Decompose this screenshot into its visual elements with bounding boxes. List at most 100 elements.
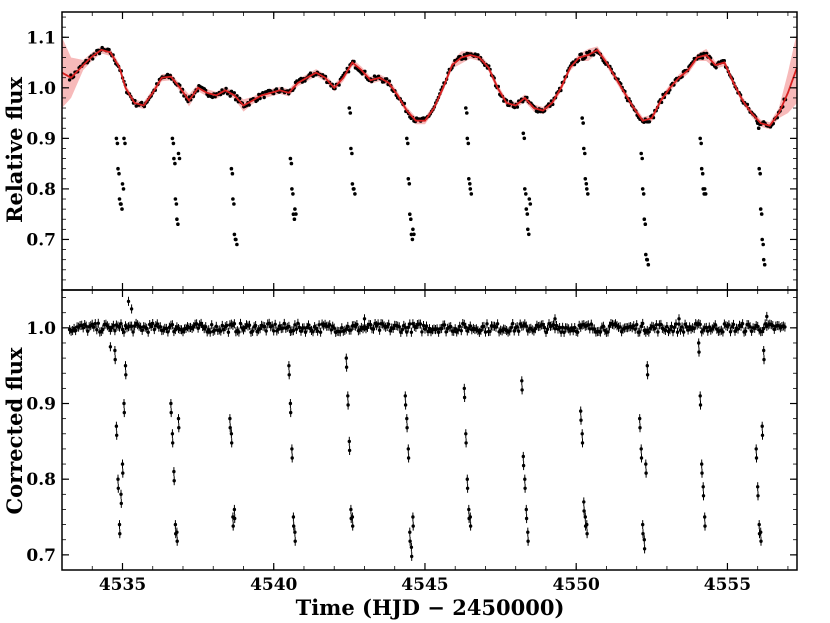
data-point <box>73 328 78 333</box>
eclipse-point <box>469 192 474 196</box>
eclipse-point <box>405 426 409 430</box>
eclipse-point <box>762 262 767 267</box>
data-point <box>467 326 471 331</box>
data-point <box>598 330 603 334</box>
data-point <box>344 327 348 331</box>
eclipse-point <box>524 507 528 512</box>
eclipse-point <box>234 237 238 242</box>
data-point <box>81 326 85 330</box>
eclipse-point <box>699 166 704 171</box>
eclipse-point <box>176 416 181 421</box>
data-point <box>444 330 448 334</box>
data-point <box>107 47 111 52</box>
eclipse-point <box>228 416 232 421</box>
data-point <box>67 78 72 82</box>
data-point <box>166 330 170 334</box>
data-point <box>409 330 414 334</box>
data-point <box>424 324 429 328</box>
bottom-y-ticks: 0.7 0.8 0.9 1.0 <box>26 297 797 571</box>
eclipse-point <box>406 141 410 146</box>
eclipse-point <box>644 462 648 466</box>
eclipse-point <box>761 257 766 262</box>
eclipse-point <box>702 187 707 191</box>
data-point <box>592 327 596 331</box>
data-point <box>250 329 255 333</box>
eclipse-point <box>293 207 297 211</box>
outlier-point <box>553 317 557 321</box>
data-point <box>122 330 126 334</box>
data-point <box>418 322 423 326</box>
data-point <box>606 330 610 334</box>
data-point <box>261 91 265 95</box>
data-point <box>262 95 266 100</box>
eclipse-point <box>122 401 126 406</box>
bottom-x-ticks: 4535 4540 4545 4550 4555 <box>91 290 789 595</box>
eclipse-point <box>171 441 175 445</box>
x-tick-label: 4555 <box>704 575 751 595</box>
data-point <box>426 329 430 334</box>
data-point <box>278 324 282 328</box>
eclipse-point <box>524 516 529 521</box>
outlier-point <box>677 317 681 321</box>
eclipse-point <box>287 364 291 368</box>
data-point <box>681 330 686 334</box>
eclipse-point <box>349 146 353 151</box>
data-point <box>86 329 90 333</box>
data-point <box>508 329 512 333</box>
eclipse-point <box>697 350 701 354</box>
eclipse-point <box>645 364 649 368</box>
eclipse-point <box>582 509 586 513</box>
eclipse-point <box>758 207 763 211</box>
data-point <box>684 325 689 329</box>
data-point <box>515 105 520 109</box>
eclipse-point <box>176 222 180 226</box>
data-point <box>299 329 303 333</box>
eclipse-point <box>169 401 173 406</box>
eclipse-point <box>289 161 294 166</box>
data-point <box>120 327 125 332</box>
data-point <box>199 321 203 326</box>
data-point <box>329 328 333 332</box>
eclipse-point <box>122 410 127 415</box>
data-point <box>281 326 285 330</box>
eclipse-point <box>174 202 179 206</box>
data-point <box>638 330 642 334</box>
data-point <box>442 323 447 327</box>
data-point <box>247 323 252 327</box>
eclipse-point <box>642 217 647 221</box>
eclipse-point <box>290 187 294 191</box>
data-point <box>421 323 426 328</box>
data-point <box>400 328 404 332</box>
eclipse-point <box>119 492 123 496</box>
eclipse-point <box>645 373 650 377</box>
x-tick-label: 4550 <box>553 575 600 595</box>
data-point <box>541 322 545 327</box>
data-point <box>111 323 116 327</box>
data-point <box>464 325 468 329</box>
data-point <box>551 323 556 327</box>
eclipse-point <box>760 424 764 428</box>
eclipse-point <box>232 507 237 512</box>
data-point <box>479 328 483 333</box>
data-point <box>272 329 276 333</box>
data-point <box>588 327 592 331</box>
eclipse-point <box>760 433 765 437</box>
eclipse-point <box>346 394 350 398</box>
data-point <box>377 328 382 332</box>
data-point <box>305 325 309 330</box>
eclipse-point <box>173 522 178 527</box>
data-point <box>406 325 410 330</box>
bottom-y-axis-label: Corrected flux <box>2 347 27 515</box>
top-y-axis-label: Relative flux <box>2 77 27 223</box>
eclipse-point <box>700 171 705 176</box>
data-point <box>591 53 596 57</box>
eclipse-point <box>638 416 642 421</box>
eclipse-point <box>524 207 529 211</box>
eclipse-point <box>229 432 234 436</box>
data-point <box>220 323 224 328</box>
data-point <box>579 52 583 56</box>
eclipse-point <box>465 486 470 490</box>
eclipse-point <box>583 177 588 181</box>
data-point <box>129 324 134 328</box>
eclipse-point <box>124 373 128 377</box>
